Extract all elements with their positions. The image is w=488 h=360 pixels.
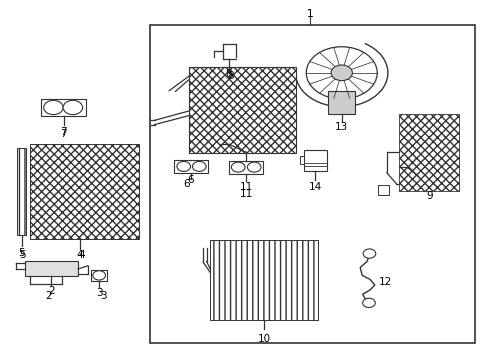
Text: 1: 1 xyxy=(306,9,313,19)
Text: 4: 4 xyxy=(77,250,83,260)
Text: 9: 9 xyxy=(425,191,432,201)
Bar xyxy=(299,156,303,164)
Bar xyxy=(188,67,295,153)
Bar xyxy=(327,91,355,114)
Bar xyxy=(41,99,86,116)
Circle shape xyxy=(192,161,205,171)
Text: 11: 11 xyxy=(239,189,253,199)
Bar xyxy=(398,113,458,192)
Text: 2: 2 xyxy=(48,287,55,296)
Text: 13: 13 xyxy=(334,122,347,132)
Circle shape xyxy=(231,162,244,172)
Text: 7: 7 xyxy=(60,129,67,139)
Circle shape xyxy=(93,271,105,280)
Circle shape xyxy=(363,249,375,258)
Circle shape xyxy=(330,65,352,81)
Text: 5: 5 xyxy=(20,250,26,260)
Circle shape xyxy=(63,100,82,114)
Bar xyxy=(30,144,139,239)
Circle shape xyxy=(362,298,374,307)
Text: 12: 12 xyxy=(378,277,391,287)
Text: 2: 2 xyxy=(46,291,52,301)
Text: 6: 6 xyxy=(183,179,189,189)
Bar xyxy=(303,150,326,171)
Text: 6: 6 xyxy=(187,175,194,185)
Text: 5: 5 xyxy=(19,248,25,258)
Circle shape xyxy=(43,100,63,114)
Bar xyxy=(228,161,263,174)
Text: 10: 10 xyxy=(257,334,270,344)
Text: 3: 3 xyxy=(100,291,106,301)
Text: 7: 7 xyxy=(60,127,67,137)
Text: 4: 4 xyxy=(78,250,85,260)
Bar xyxy=(91,270,107,281)
Bar xyxy=(18,148,26,235)
Bar xyxy=(174,160,207,173)
Bar xyxy=(149,24,474,342)
Circle shape xyxy=(177,161,190,171)
Text: 8: 8 xyxy=(227,71,234,81)
Bar xyxy=(210,240,318,320)
Text: 11: 11 xyxy=(239,182,252,192)
Circle shape xyxy=(305,47,376,99)
Text: 1: 1 xyxy=(306,9,313,19)
Bar xyxy=(25,261,78,276)
Bar xyxy=(377,185,388,195)
Circle shape xyxy=(247,162,261,172)
Text: 8: 8 xyxy=(225,69,232,79)
Text: 14: 14 xyxy=(308,182,322,192)
Text: 3: 3 xyxy=(96,288,102,298)
